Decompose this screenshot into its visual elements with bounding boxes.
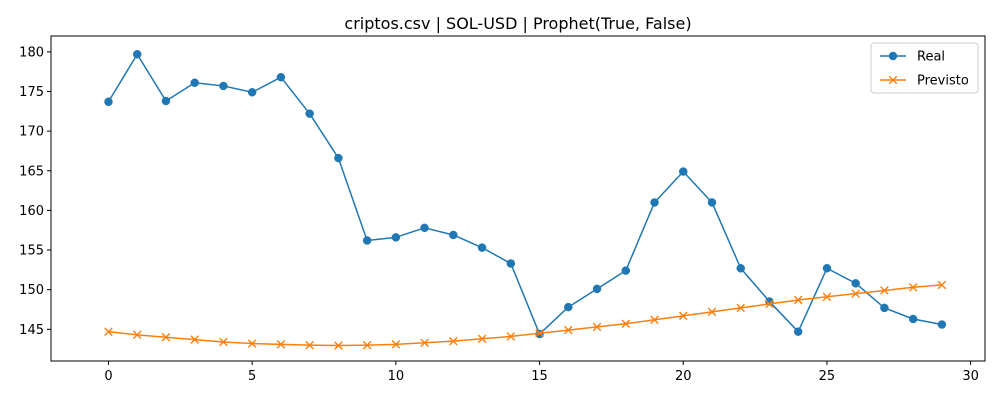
series-previsto bbox=[104, 280, 947, 350]
data-point-previsto bbox=[334, 341, 343, 350]
y-tick-label: 175 bbox=[19, 85, 44, 100]
data-point-previsto bbox=[305, 340, 314, 350]
data-point-previsto bbox=[535, 328, 544, 338]
data-point-real bbox=[592, 284, 602, 294]
data-point-real bbox=[420, 223, 429, 233]
legend-marker-real bbox=[888, 51, 898, 61]
y-tick-label: 165 bbox=[19, 164, 44, 179]
data-point-real bbox=[793, 327, 803, 336]
data-point-real bbox=[391, 233, 401, 242]
data-point-real bbox=[362, 236, 372, 245]
data-point-real bbox=[736, 264, 745, 273]
data-point-previsto bbox=[219, 337, 228, 347]
x-tick-label: 5 bbox=[248, 369, 256, 384]
y-tick-label: 170 bbox=[19, 125, 44, 140]
data-point-real bbox=[132, 49, 142, 59]
axis-ticks: 0 5 10 15 20 25 30 145 150 155 160 165 170 175 180 bbox=[19, 45, 979, 384]
data-point-previsto bbox=[650, 315, 659, 325]
data-point-real bbox=[506, 259, 516, 268]
data-point-real bbox=[880, 303, 889, 313]
legend-marker-previsto bbox=[888, 75, 898, 85]
data-point-previsto bbox=[276, 340, 286, 349]
plot-area bbox=[50, 35, 986, 362]
data-point-previsto bbox=[880, 286, 889, 295]
data-point-previsto bbox=[506, 332, 516, 341]
series-line-real bbox=[107, 53, 943, 335]
data-point-previsto bbox=[736, 303, 746, 313]
data-point-previsto bbox=[420, 338, 429, 348]
data-point-previsto bbox=[851, 289, 860, 298]
chart-title: criptos.csv | SOL-USD | Prophet(True, Fa… bbox=[344, 14, 691, 33]
data-point-previsto bbox=[937, 280, 947, 290]
data-point-previsto bbox=[104, 327, 113, 336]
data-point-previsto bbox=[362, 340, 372, 350]
data-point-previsto bbox=[592, 322, 602, 332]
data-point-previsto bbox=[765, 299, 774, 309]
data-point-real bbox=[477, 243, 487, 252]
data-point-previsto bbox=[707, 307, 717, 317]
data-point-real bbox=[276, 72, 286, 82]
data-point-previsto bbox=[161, 332, 171, 342]
x-tick-label: 10 bbox=[388, 369, 405, 384]
data-point-real bbox=[851, 279, 860, 288]
legend-label-previsto: Previsto bbox=[917, 74, 969, 89]
x-tick-label: 20 bbox=[675, 369, 692, 384]
data-point-previsto bbox=[908, 282, 918, 292]
data-point-real bbox=[219, 81, 228, 91]
data-point-real bbox=[621, 266, 631, 275]
data-point-real bbox=[678, 167, 688, 176]
legend-label-real: Real bbox=[917, 50, 945, 65]
x-tick-label: 30 bbox=[962, 369, 979, 384]
data-point-real bbox=[104, 97, 113, 107]
y-tick-label: 150 bbox=[19, 283, 44, 298]
data-point-previsto bbox=[391, 340, 401, 349]
data-point-real bbox=[449, 230, 458, 240]
data-point-previsto bbox=[793, 295, 803, 305]
data-point-previsto bbox=[678, 311, 688, 321]
data-point-real bbox=[707, 198, 717, 207]
y-tick-label: 145 bbox=[19, 323, 44, 338]
x-tick-label: 25 bbox=[819, 369, 836, 384]
data-point-real bbox=[247, 88, 257, 97]
data-point-previsto bbox=[477, 334, 487, 344]
series-layer bbox=[104, 49, 947, 350]
data-point-real bbox=[937, 320, 947, 329]
data-point-real bbox=[822, 264, 832, 273]
data-point-real bbox=[908, 314, 918, 324]
data-point-real bbox=[564, 302, 573, 312]
data-point-previsto bbox=[621, 319, 631, 329]
data-point-previsto bbox=[563, 325, 573, 335]
data-point-previsto bbox=[132, 330, 142, 340]
data-point-real bbox=[161, 96, 171, 106]
data-point-previsto bbox=[822, 292, 832, 302]
y-tick-label: 155 bbox=[19, 244, 44, 259]
x-tick-label: 0 bbox=[104, 369, 112, 384]
x-tick-label: 15 bbox=[531, 369, 548, 384]
data-point-real bbox=[334, 153, 343, 163]
legend: Real Previsto bbox=[870, 42, 979, 94]
data-point-previsto bbox=[449, 336, 458, 346]
series-line-previsto bbox=[108, 284, 942, 347]
data-point-real bbox=[305, 109, 314, 118]
data-point-previsto bbox=[190, 335, 199, 344]
series-real bbox=[104, 49, 947, 339]
data-point-previsto bbox=[247, 339, 257, 348]
y-tick-label: 180 bbox=[19, 45, 44, 60]
y-tick-label: 160 bbox=[19, 204, 44, 219]
data-point-real bbox=[190, 78, 199, 88]
data-point-real bbox=[650, 198, 659, 207]
